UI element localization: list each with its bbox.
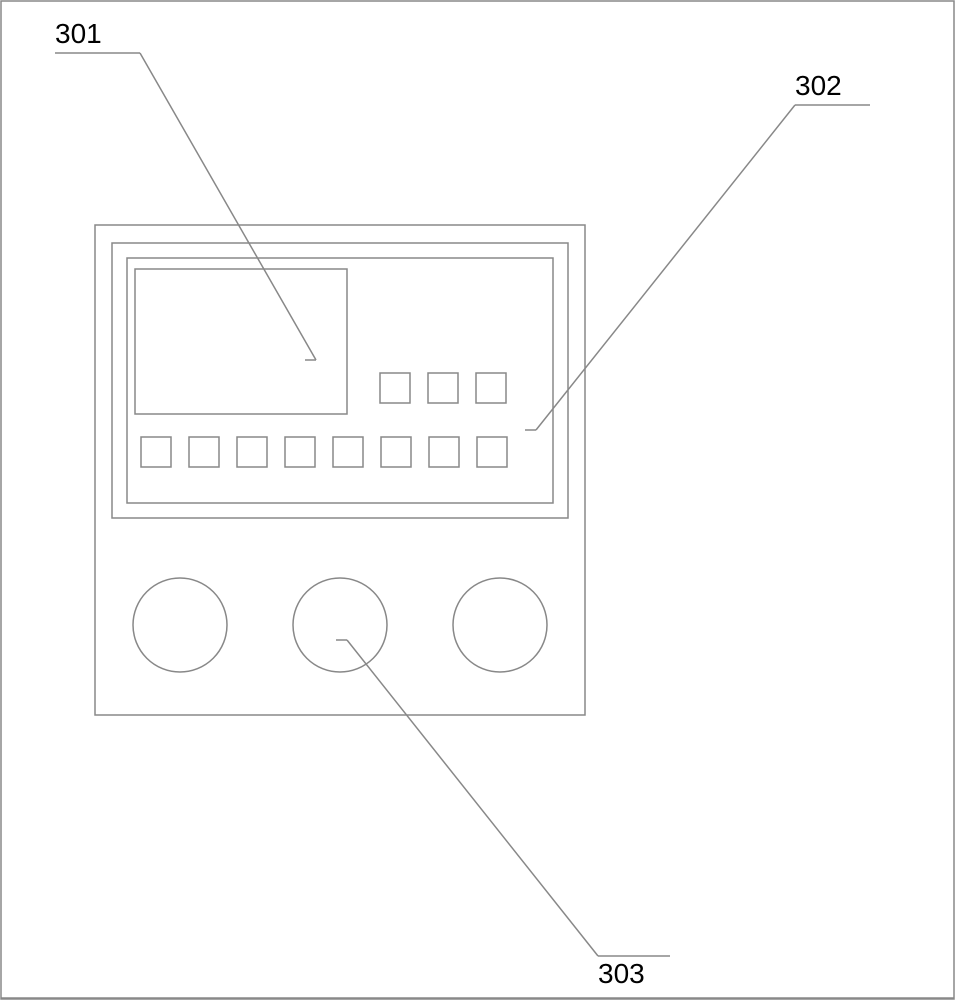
label-303: 303 [598, 958, 645, 990]
label-301: 301 [55, 18, 102, 50]
label-302: 302 [795, 70, 842, 102]
diagram-canvas [0, 0, 955, 1000]
